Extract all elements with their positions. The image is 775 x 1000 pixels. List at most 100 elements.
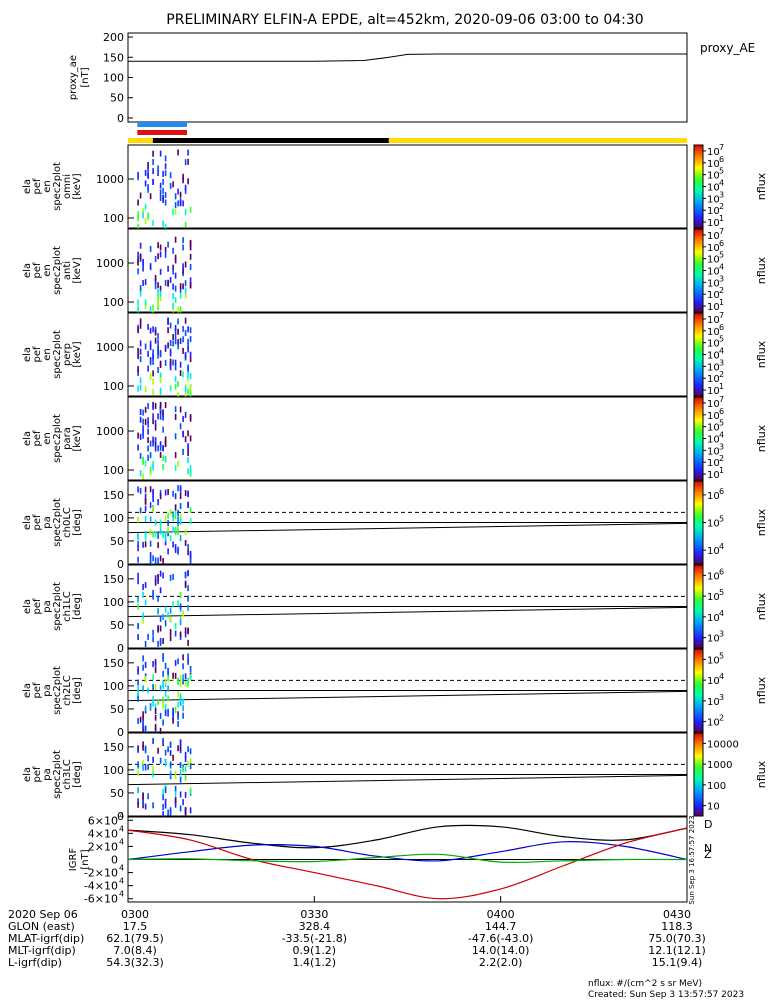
cbar-tick-label: 10 (707, 458, 720, 469)
spectrogram-cell (179, 805, 182, 812)
spectrogram-cell (179, 739, 182, 746)
spectrogram-cell (159, 413, 162, 420)
panel-ylabel: ela (22, 263, 33, 278)
time-row-label: GLON (east) (8, 920, 75, 933)
spectrogram-cell (179, 517, 182, 524)
spectrogram-cell (184, 765, 187, 772)
spectrogram-cell (189, 787, 192, 794)
spectrogram-cell (149, 193, 152, 200)
cbar-tick-label: 10 (707, 634, 720, 645)
spectrogram-cell (182, 347, 184, 354)
spectrogram-cell (177, 529, 179, 535)
spectrogram-cell (137, 299, 139, 306)
cbar-label: nflux (755, 508, 768, 536)
spectrogram-cell (142, 715, 144, 721)
spectrogram-cell (142, 212, 144, 219)
time-row-value: 0.9(1.2) (293, 944, 337, 957)
spectrogram-cell (154, 666, 157, 673)
spectrogram-cell (184, 631, 187, 638)
cbar-label: nflux (755, 592, 768, 620)
spectrogram-cell (157, 301, 159, 308)
spectrogram-cell (159, 451, 162, 458)
spectrogram-cell (169, 509, 172, 516)
spectrogram-cell (142, 760, 144, 767)
spectrogram-cell (152, 629, 154, 636)
spectrogram-cell (147, 454, 149, 461)
cbar-tick-label: 10 (707, 435, 720, 446)
spectrogram-cells (137, 149, 192, 230)
spectrogram-cell (152, 531, 154, 538)
spectrogram-cell (187, 490, 189, 497)
spectrogram-cell (179, 631, 182, 638)
spectrogram-cell (144, 705, 147, 712)
spectrogram-cell (147, 428, 149, 435)
spectrogram-cell (137, 545, 139, 552)
panel-ylabel: ch0LC (62, 507, 73, 538)
spectrogram-cell (184, 774, 187, 781)
spectrogram-cell (174, 504, 177, 511)
spectrogram-cell (172, 302, 174, 309)
spectrogram-cell (179, 695, 182, 702)
spectrogram-cell (154, 659, 157, 666)
panel-ylabel: ela (22, 179, 33, 194)
spectrogram-cell (164, 710, 167, 717)
spectrogram-cell (184, 756, 187, 762)
spectrogram-cell (164, 402, 167, 409)
spectrogram-cell (142, 800, 144, 806)
spectrogram-cell (144, 498, 147, 505)
spectrogram-cell (157, 352, 159, 359)
spectrogram-cell (187, 178, 189, 185)
panel-ylabel: en (42, 264, 53, 277)
igrf-legend-Z: Z (704, 848, 712, 861)
spectrogram-cell (137, 634, 139, 641)
spectrogram-cell (159, 490, 162, 497)
panel-ylabel: ela (22, 599, 33, 614)
ytick-label: 100 (103, 380, 124, 393)
spectrogram-cell (144, 486, 147, 493)
spectrogram-cell (184, 352, 187, 358)
spectrogram-cell (142, 418, 144, 425)
spectrogram-cell (162, 170, 164, 177)
time-row-value: 75.0(70.3) (648, 932, 706, 945)
cbar-tick-exponent: 3 (719, 442, 724, 451)
proxy-ae-line (128, 53, 687, 62)
spectrogram-cell (184, 673, 187, 680)
ytick-label: 50 (110, 703, 124, 716)
spectrogram-cell (179, 423, 182, 430)
spectrogram-cell (177, 318, 179, 325)
spectrogram-cell (169, 574, 172, 581)
spectrogram-cell (187, 653, 189, 660)
spectrogram-cell (187, 679, 189, 686)
spectrogram-cell (142, 425, 144, 432)
time-row-label: L-igrf(dip) (8, 956, 62, 969)
spectrogram-cell (144, 493, 147, 500)
cbar-tick-label: 10 (707, 339, 720, 350)
spectrogram-cell (142, 793, 144, 800)
ytick-label: 50 (110, 787, 124, 800)
spectrogram-cell (162, 532, 164, 539)
spectrogram-cell (177, 701, 179, 708)
panel-ylabel: spec2plot (52, 498, 63, 547)
spectrogram-cell (174, 509, 177, 516)
spectrogram-cell (174, 338, 177, 345)
spectrogram-cell (172, 359, 174, 366)
spectrogram-cell (184, 391, 187, 398)
spectrogram-cell (187, 570, 189, 577)
ytick-label: 0 (117, 558, 124, 571)
spectrogram-cell (137, 444, 139, 451)
spectrogram-cell (179, 306, 182, 313)
spectrogram-cell (144, 726, 147, 733)
panel-ylabel: pef (32, 262, 43, 279)
spectrogram-cell (137, 223, 139, 230)
spectrogram-cell (142, 720, 144, 727)
spectrogram-cell (177, 328, 179, 335)
spectrogram-cell (157, 304, 159, 311)
igrf-legend-N: N (704, 842, 712, 855)
spectrogram-cell (182, 173, 184, 180)
panel-ylabel: pef (32, 430, 43, 447)
spectrogram-cell (177, 343, 179, 350)
cbar-tick-exponent: 3 (719, 190, 724, 199)
panel-ylabel: spec2plot (52, 414, 63, 463)
